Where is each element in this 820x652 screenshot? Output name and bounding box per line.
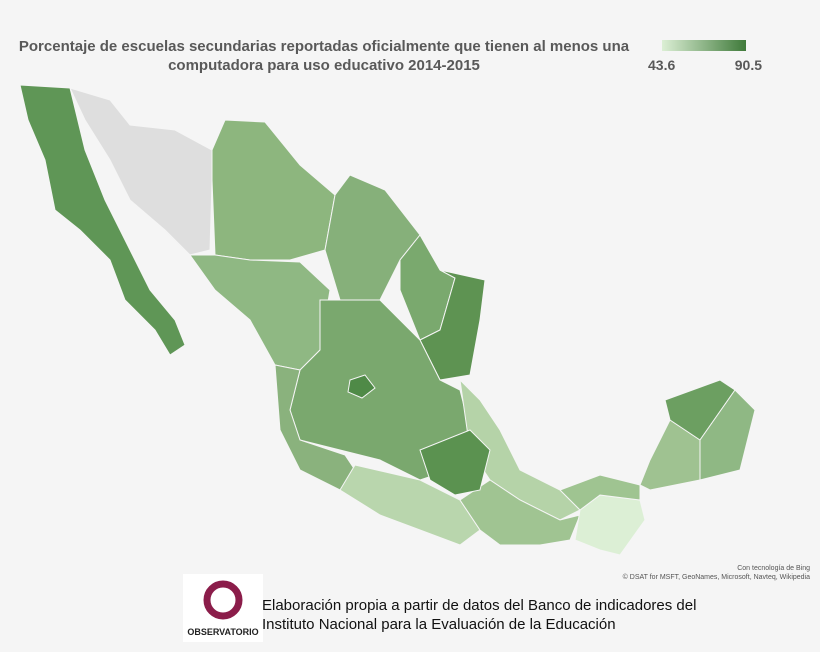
map bbox=[19, 84, 756, 556]
state bbox=[459, 479, 581, 546]
legend-max: 90.5 bbox=[735, 57, 762, 73]
logo-mark bbox=[203, 580, 243, 620]
state bbox=[699, 389, 756, 481]
title-line: computadora para uso educativo 2014-2015 bbox=[168, 57, 480, 74]
title-line: Porcentaje de escuelas secundarias repor… bbox=[19, 38, 630, 55]
legend-min: 43.6 bbox=[648, 57, 675, 73]
state bbox=[347, 374, 376, 399]
logo-text: OBSERVATORIO bbox=[187, 627, 258, 637]
attribution: © DSAT for MSFT, GeoNames, Microsoft, Na… bbox=[623, 573, 810, 581]
state bbox=[19, 84, 186, 356]
state bbox=[69, 87, 213, 256]
legend-gradient bbox=[662, 40, 746, 51]
footer-line: Instituto Nacional para la Evaluación de… bbox=[262, 616, 616, 633]
state bbox=[559, 474, 641, 511]
state bbox=[419, 429, 491, 496]
state bbox=[274, 364, 356, 491]
attribution: Con tecnología de Bing bbox=[737, 565, 810, 572]
footer-line: Elaboración propia a partir de datos del… bbox=[262, 597, 696, 614]
